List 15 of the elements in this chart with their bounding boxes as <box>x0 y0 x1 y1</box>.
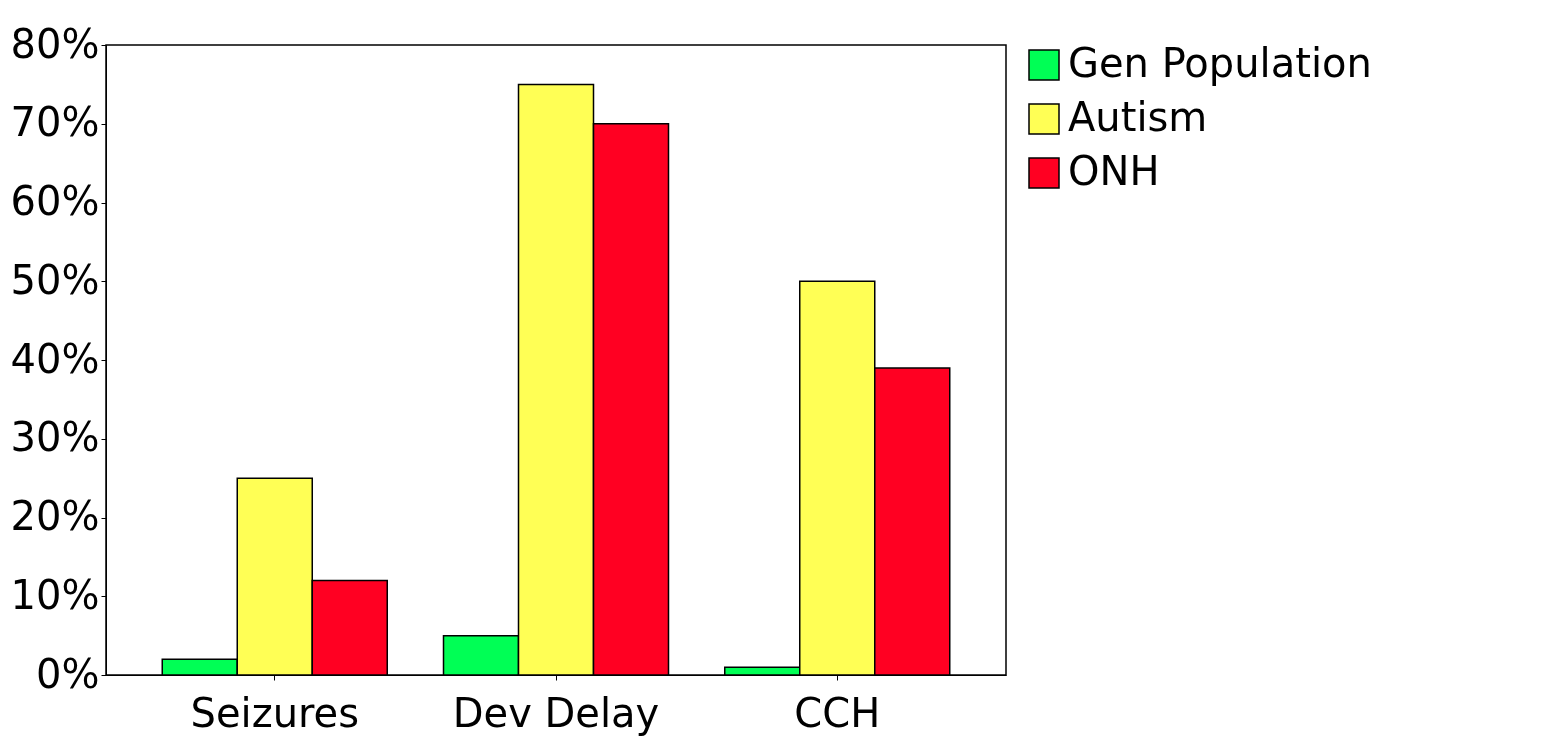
y-tick-label: 70% <box>10 99 100 146</box>
legend-label: Gen Population <box>1068 40 1372 86</box>
y-tick-label: 60% <box>10 178 100 224</box>
y-tick-label: 50% <box>10 256 100 303</box>
y-tick-label: 80% <box>10 20 100 67</box>
x-tick-label: CCH <box>794 689 881 736</box>
x-tick-label: Dev Delay <box>452 689 660 736</box>
legend-label: ONH <box>1068 148 1160 194</box>
legend-label: Autism <box>1068 94 1208 140</box>
y-tick-label: 0% <box>36 650 100 697</box>
y-tick-label: 10% <box>10 571 100 618</box>
y-tick-label: 30% <box>10 414 100 461</box>
y-tick-label: 20% <box>10 493 100 539</box>
x-tick-label: Seizures <box>190 689 359 736</box>
y-tick-label: 40% <box>10 335 100 382</box>
